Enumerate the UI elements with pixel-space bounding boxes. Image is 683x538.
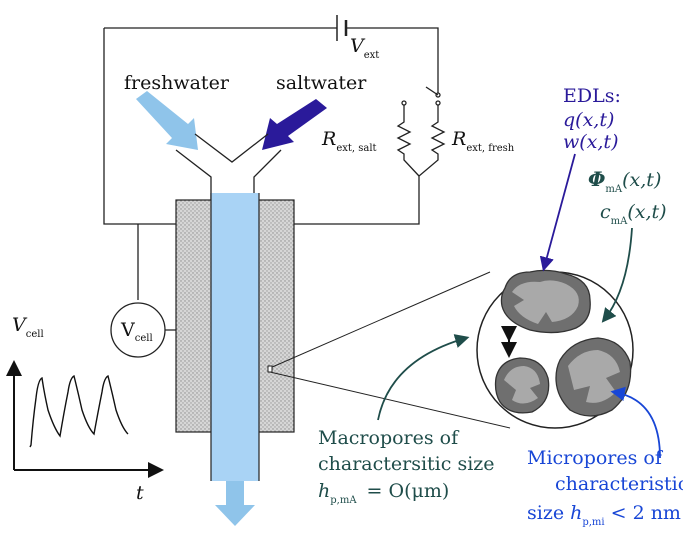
freshwater-label: freshwater (124, 72, 230, 94)
vcell-axis-label: Vcell (12, 314, 44, 340)
macropores-line1: Macropores of (318, 427, 460, 449)
micropores-line2: characteristic (555, 473, 683, 495)
saltwater-arrow (262, 99, 327, 150)
particle-top (500, 269, 591, 334)
v-ext-label: Vext (350, 35, 379, 61)
r-ext-salt-label: Rext, salt (321, 128, 377, 154)
c-label: cmA(x,t) (600, 201, 667, 227)
vcell-meter-label: Vcell (120, 319, 153, 344)
battery-symbol (336, 15, 348, 41)
micropore-arrow (610, 386, 661, 459)
y-manifold (175, 133, 282, 200)
resistor-salt (396, 118, 420, 177)
left-electrode (175, 199, 215, 433)
phi-c-arrow (601, 227, 633, 323)
right-electrode (255, 199, 295, 433)
macropores-size: hp,mA = O(μm) (318, 480, 449, 506)
edls-arrow (539, 153, 576, 272)
edls-q: q(x,t) (563, 109, 614, 131)
edls-w: w(x,t) (563, 131, 618, 153)
freshwater-arrow (136, 91, 198, 150)
zoom-lines (267, 271, 511, 429)
vcell-plot-axes (6, 360, 164, 478)
micropores-size: size hp,mi < 2 nm (527, 502, 681, 528)
edls-title: EDLs: (563, 85, 621, 107)
saltwater-label: saltwater (276, 72, 367, 94)
outlet-arrow (215, 481, 255, 526)
particle-left (494, 357, 550, 414)
t-axis-label: t (136, 482, 144, 504)
switch (401, 86, 441, 118)
voltmeter-circle (110, 302, 166, 358)
macropores-line2: charactersitic size (318, 453, 495, 475)
flow-channel (211, 193, 259, 481)
micropores-line1: Micropores of (527, 447, 664, 469)
phi-label: ΦmA(x,t) (588, 167, 661, 195)
r-ext-fresh-label: Rext, fresh (451, 128, 515, 154)
resistor-fresh (418, 118, 446, 186)
macropore-arrow (377, 334, 470, 421)
vcell-signal-curve (29, 374, 129, 448)
